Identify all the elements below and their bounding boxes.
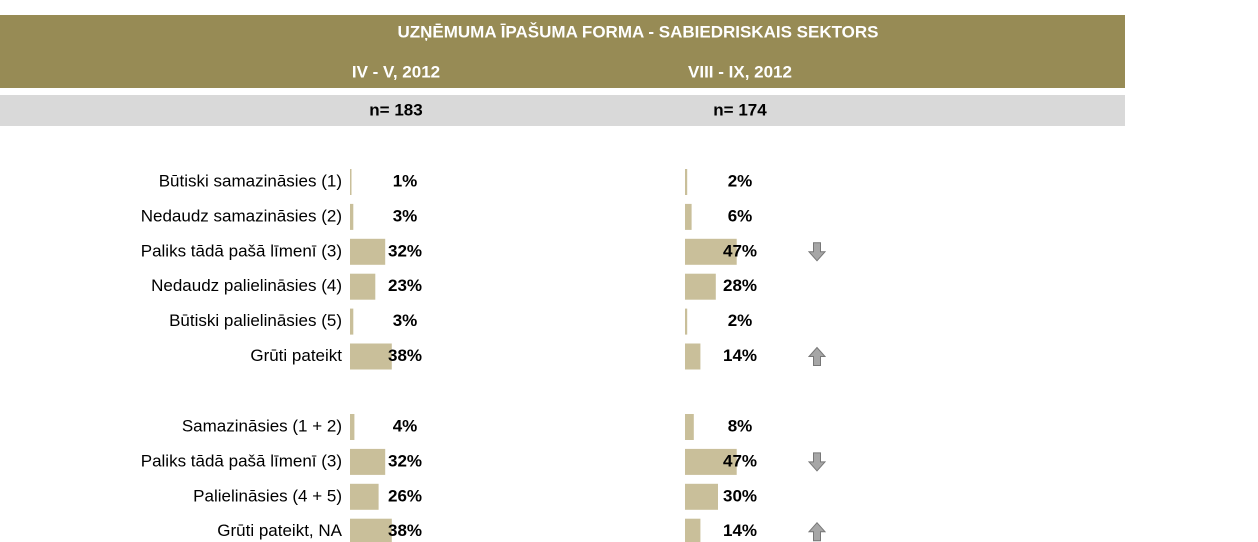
value-label: 8% bbox=[728, 416, 753, 435]
value-label: 6% bbox=[728, 206, 753, 225]
bar bbox=[350, 308, 354, 335]
bar bbox=[685, 483, 718, 510]
value-label: 3% bbox=[393, 206, 418, 225]
bar bbox=[685, 308, 688, 335]
value-label: 2% bbox=[728, 311, 753, 330]
category-label: Būtiski samazināsies (1) bbox=[159, 171, 342, 190]
column-header: VIII - IX, 2012 bbox=[688, 62, 792, 81]
value-label: 38% bbox=[388, 346, 422, 365]
category-label: Nedaudz samazināsies (2) bbox=[141, 206, 342, 225]
value-label: 47% bbox=[723, 241, 757, 260]
value-label: 3% bbox=[393, 311, 418, 330]
sample-size: n= 183 bbox=[369, 100, 422, 119]
category-label: Palielināsies (4 + 5) bbox=[193, 486, 342, 505]
value-label: 30% bbox=[723, 486, 757, 505]
bar bbox=[685, 203, 692, 230]
bar bbox=[350, 169, 352, 195]
header-band bbox=[0, 15, 1125, 88]
bar bbox=[685, 414, 694, 440]
value-label: 14% bbox=[723, 521, 757, 540]
bar bbox=[350, 414, 355, 440]
value-label: 23% bbox=[388, 276, 422, 295]
category-label: Grūti pateikt, NA bbox=[217, 521, 342, 540]
bar bbox=[350, 343, 392, 370]
bar bbox=[350, 483, 379, 510]
bar bbox=[685, 448, 737, 475]
change-arrow-up bbox=[807, 242, 827, 262]
change-arrow-up bbox=[807, 452, 827, 472]
n-band bbox=[0, 95, 1125, 126]
category-label: Būtiski palielināsies (5) bbox=[169, 311, 342, 330]
value-label: 4% bbox=[393, 416, 418, 435]
column-header: IV - V, 2012 bbox=[352, 62, 440, 81]
bar bbox=[350, 448, 386, 475]
change-arrow-down bbox=[807, 521, 827, 542]
category-label: Nedaudz palielināsies (4) bbox=[151, 276, 342, 295]
change-arrow-down bbox=[807, 346, 827, 366]
value-label: 2% bbox=[728, 171, 753, 190]
value-label: 1% bbox=[393, 171, 418, 190]
category-label: Grūti pateikt bbox=[250, 346, 342, 365]
value-label: 38% bbox=[388, 521, 422, 540]
value-label: 26% bbox=[388, 486, 422, 505]
bar bbox=[685, 238, 737, 265]
bar bbox=[685, 273, 716, 300]
category-label: Samazināsies (1 + 2) bbox=[182, 416, 342, 435]
category-label: Paliks tādā pašā līmenī (3) bbox=[141, 451, 342, 470]
chart-title: UZŅĒMUMA ĪPAŠUMA FORMA - SABIEDRISKAIS S… bbox=[397, 22, 878, 41]
bar bbox=[350, 273, 376, 300]
bar bbox=[685, 169, 688, 195]
value-label: 32% bbox=[388, 451, 422, 470]
value-label: 28% bbox=[723, 276, 757, 295]
bar bbox=[685, 518, 701, 542]
sample-size: n= 174 bbox=[713, 100, 767, 119]
bar bbox=[350, 203, 354, 230]
bar bbox=[350, 518, 392, 542]
bar bbox=[350, 238, 386, 265]
value-label: 14% bbox=[723, 346, 757, 365]
value-label: 32% bbox=[388, 241, 422, 260]
category-label: Paliks tādā pašā līmenī (3) bbox=[141, 241, 342, 260]
bar bbox=[685, 343, 701, 370]
value-label: 47% bbox=[723, 451, 757, 470]
